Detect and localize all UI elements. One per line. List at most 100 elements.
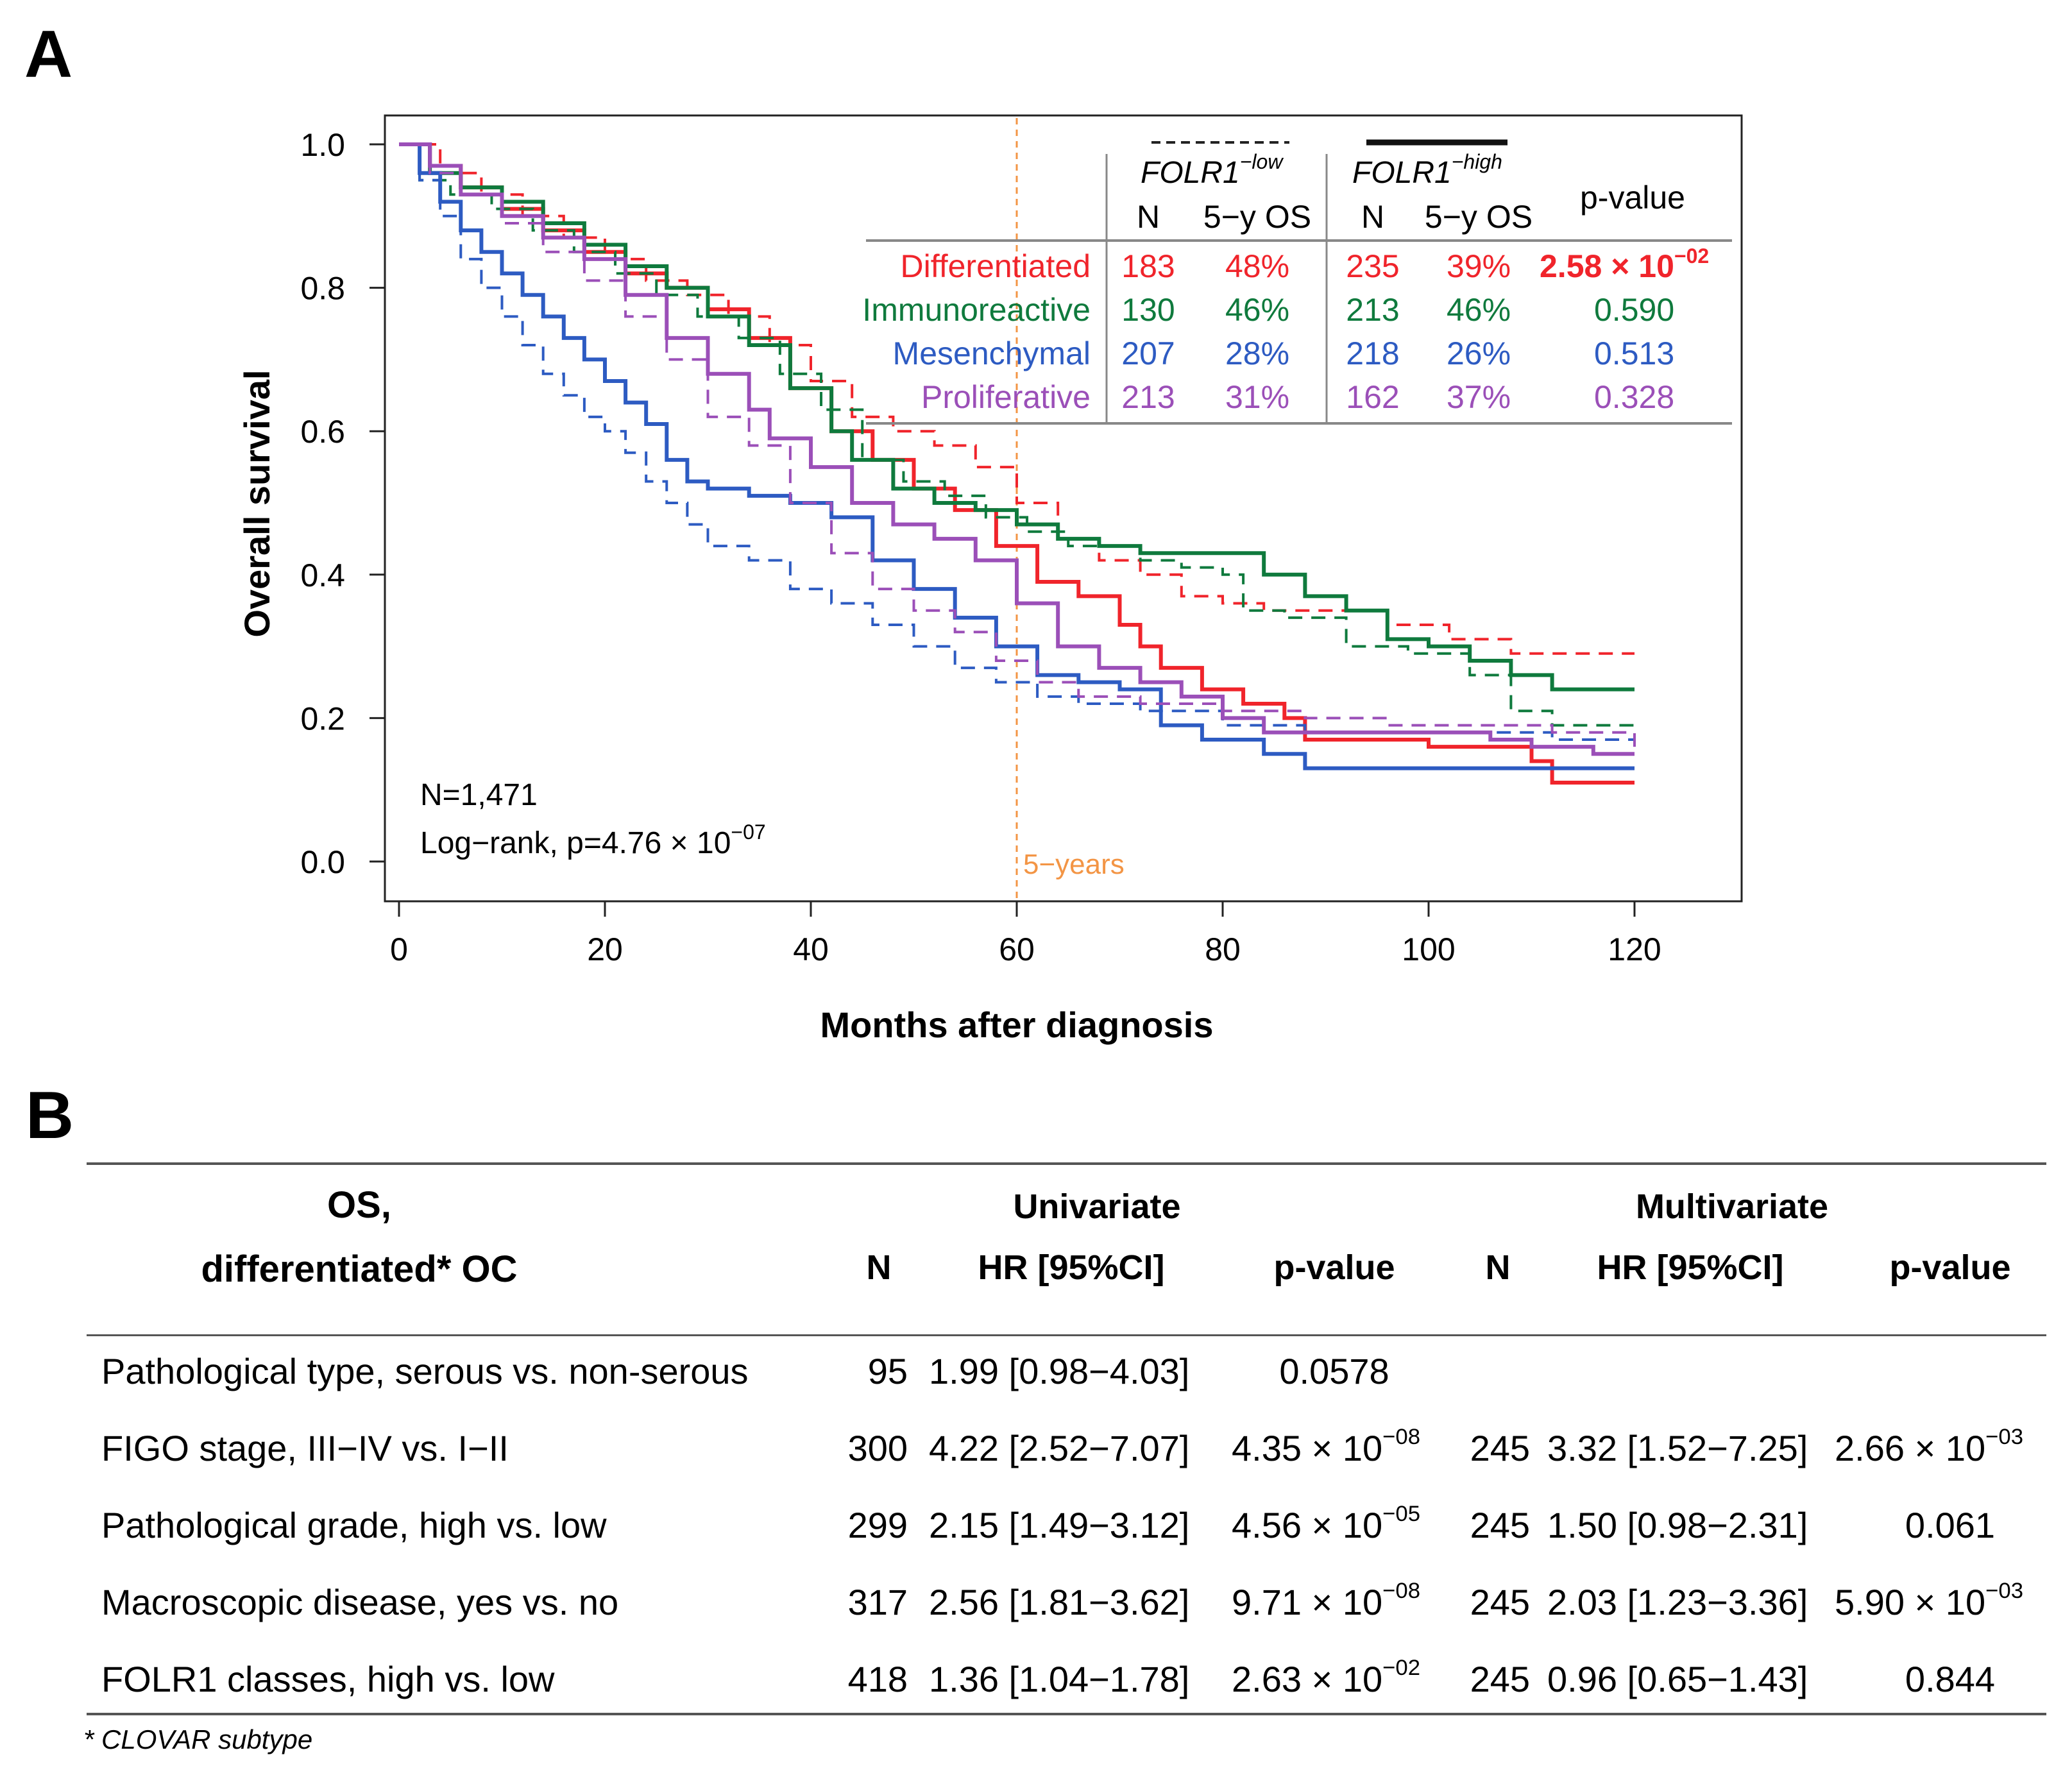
legend-high-os-differentiated: 39% <box>1447 248 1511 284</box>
u-hr-value: 1.99 [0.98−4.03] <box>929 1351 1190 1391</box>
x-axis-label: Months after diagnosis <box>820 1005 1214 1045</box>
u-hr-value: 4.22 [2.52−7.07] <box>929 1428 1190 1468</box>
multivariate-header: Multivariate <box>1635 1187 1829 1226</box>
panel-b-label: B <box>26 1078 74 1153</box>
plot-frame <box>384 114 1743 903</box>
u-p-value: 0.0578 <box>1279 1351 1389 1391</box>
panel-a-label: A <box>24 17 72 92</box>
col-u-n: N <box>866 1248 892 1287</box>
legend-name-differentiated: Differentiated <box>901 248 1091 284</box>
u-n-value: 95 <box>867 1351 908 1391</box>
m-p-value: 0.061 <box>1905 1505 1996 1545</box>
m-n-value: 245 <box>1470 1505 1530 1545</box>
legend-col-n-low: N <box>1137 199 1160 235</box>
legend-col-os-high: 5−y OS <box>1425 199 1533 235</box>
legend-low-n-differentiated: 183 <box>1121 248 1175 284</box>
legend-high-os-mesenchymal: 26% <box>1447 335 1511 371</box>
m-hr-value: 2.03 [1.23−3.36] <box>1547 1582 1808 1622</box>
legend-high-group: FOLR1−high <box>1352 150 1502 190</box>
x-tick-label: 20 <box>587 931 623 967</box>
legend-low-n-proliferative: 213 <box>1121 379 1175 415</box>
col-u-p: p-value <box>1273 1248 1395 1287</box>
curve-proliferative-high <box>399 142 1635 756</box>
u-hr-value: 1.36 [1.04−1.78] <box>929 1659 1190 1699</box>
u-p-value: 4.35 × 10−08 <box>1232 1424 1421 1468</box>
legend-low-os-mesenchymal: 28% <box>1225 335 1289 371</box>
legend-low-n-mesenchymal: 207 <box>1121 335 1175 371</box>
y-tick-label: 0.6 <box>300 414 345 450</box>
u-n-value: 317 <box>847 1582 908 1622</box>
table-top-rule <box>87 1162 2046 1165</box>
y-axis-label: Overall survival <box>237 369 277 637</box>
u-hr-value: 2.15 [1.49−3.12] <box>929 1505 1190 1545</box>
m-n-value: 245 <box>1470 1582 1530 1622</box>
n-total-label: N=1,471 <box>420 778 538 812</box>
y-tick-label: 0.2 <box>300 701 345 736</box>
row-label: Pathological grade, high vs. low <box>101 1505 607 1545</box>
legend-high-n-mesenchymal: 218 <box>1346 335 1399 371</box>
logrank-label: Log−rank, p=4.76 × 10−07 <box>420 820 766 860</box>
legend-low-os-proliferative: 31% <box>1225 379 1289 415</box>
legend-high-os-proliferative: 37% <box>1447 379 1511 415</box>
row-label: Macroscopic disease, yes vs. no <box>101 1582 619 1622</box>
legend-low-n-immunoreactive: 130 <box>1121 292 1175 328</box>
curve-immunoreactive-low <box>399 143 1635 727</box>
m-p-value: 5.90 × 10−03 <box>1835 1578 2024 1622</box>
u-p-value: 2.63 × 10−02 <box>1232 1655 1421 1699</box>
x-tick-label: 80 <box>1205 931 1241 967</box>
x-tick-label: 120 <box>1608 931 1661 967</box>
univariate-header: Univariate <box>1013 1187 1181 1226</box>
col-m-n: N <box>1485 1248 1511 1287</box>
legend-high-n-immunoreactive: 213 <box>1346 292 1399 328</box>
m-hr-value: 0.96 [0.65−1.43] <box>1547 1659 1808 1699</box>
five-year-label: 5−years <box>1023 849 1125 880</box>
col-u-hr: HR [95%CI] <box>978 1248 1165 1287</box>
col-m-hr: HR [95%CI] <box>1597 1248 1784 1287</box>
u-p-value: 9.71 × 10−08 <box>1232 1578 1421 1622</box>
legend-high-n-differentiated: 235 <box>1346 248 1399 284</box>
m-p-value: 0.844 <box>1905 1659 1996 1699</box>
row-label: FIGO stage, III−IV vs. I−II <box>101 1428 509 1468</box>
curve-mesenchymal-high <box>399 142 1635 770</box>
y-tick-label: 0.8 <box>300 271 345 307</box>
survival-figure: A 0 20 40 60 80 100 120 0.0 0.2 0.4 0.6 0.8 1.0 Month… <box>24 17 1743 1045</box>
x-tick-label: 0 <box>390 931 408 967</box>
x-tick-label: 60 <box>999 931 1035 967</box>
legend-low-group: FOLR1−low <box>1141 150 1284 190</box>
x-tick-label: 40 <box>793 931 829 967</box>
y-tick-label: 0.0 <box>300 844 345 880</box>
u-n-value: 299 <box>847 1505 908 1545</box>
m-n-value: 245 <box>1470 1659 1530 1699</box>
row-label: Pathological type, serous vs. non-serous <box>101 1351 749 1391</box>
legend-p-differentiated: 2.58 × 10−02 <box>1540 244 1709 284</box>
u-n-value: 300 <box>847 1428 908 1468</box>
legend-name-proliferative: Proliferative <box>921 379 1091 415</box>
legend-high-os-immunoreactive: 46% <box>1447 292 1511 328</box>
table-mid-rule <box>87 1334 2046 1336</box>
u-hr-value: 2.56 [1.81−3.62] <box>929 1582 1190 1622</box>
table-bottom-rule <box>87 1713 2046 1715</box>
m-hr-value: 3.32 [1.52−7.25] <box>1547 1428 1808 1468</box>
curve-immunoreactive-high <box>399 142 1635 692</box>
u-p-value: 4.56 × 10−05 <box>1232 1501 1421 1545</box>
row-label: FOLR1 classes, high vs. low <box>101 1659 555 1699</box>
x-tick-label: 100 <box>1402 931 1455 967</box>
legend-p-mesenchymal: 0.513 <box>1594 335 1674 371</box>
legend-col-os-low: 5−y OS <box>1203 199 1311 235</box>
u-n-value: 418 <box>847 1659 908 1699</box>
y-tick-label: 1.0 <box>300 127 345 163</box>
legend-name-mesenchymal: Mesenchymal <box>893 335 1091 371</box>
legend-low-os-differentiated: 48% <box>1225 248 1289 284</box>
m-p-value: 2.66 × 10−03 <box>1835 1424 2024 1468</box>
legend-high-n-proliferative: 162 <box>1346 379 1399 415</box>
col-m-p: p-value <box>1889 1248 2011 1287</box>
legend-name-immunoreactive: Immunoreactive <box>862 292 1091 328</box>
row-header-line2: differentiated* OC <box>201 1248 518 1290</box>
m-n-value: 245 <box>1470 1428 1530 1468</box>
legend-col-p: p-value <box>1580 180 1685 216</box>
legend-low-os-immunoreactive: 46% <box>1225 292 1289 328</box>
legend-p-proliferative: 0.328 <box>1594 379 1674 415</box>
legend-p-immunoreactive: 0.590 <box>1594 292 1674 328</box>
km-plot: 0 20 40 60 80 100 120 0.0 0.2 0.4 0.6 0.8 1.0 Months … <box>237 114 1743 1045</box>
footnote: * CLOVAR subtype <box>83 1724 313 1754</box>
